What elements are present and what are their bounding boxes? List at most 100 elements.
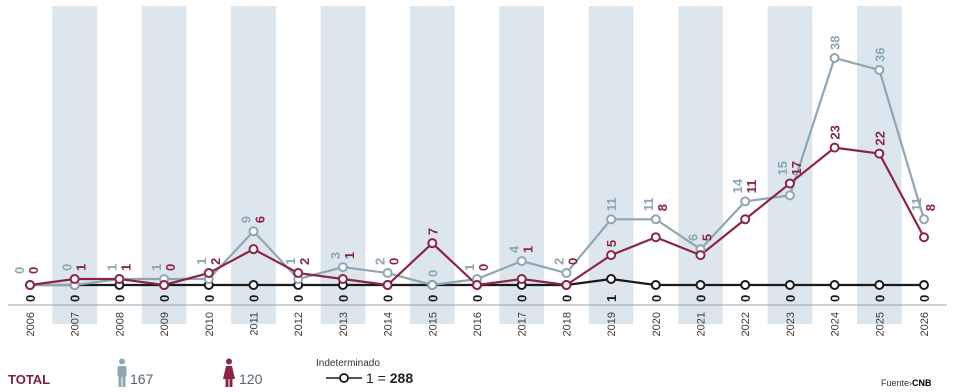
x-tick-label: 2020 [651,312,663,336]
female-value-label: 17 [789,161,804,175]
female-value-label: 23 [828,125,843,139]
undetermined-data-point [740,280,751,290]
male-data-point [337,262,348,273]
male-value-label: 1 [462,264,477,271]
female-data-point [293,268,304,279]
female-figure-icon [223,358,235,387]
female-data-point [561,280,572,290]
female-data-point [650,232,661,243]
female-data-point [919,232,929,243]
female-data-point [472,280,482,290]
female-value-label: 7 [425,228,440,235]
female-value-label: 2 [297,258,312,265]
male-figure-icon [117,358,127,387]
female-data-point [114,274,125,285]
undetermined-value-label: 0 [23,295,38,302]
female-value-label: 1 [521,246,536,253]
female-value-label: 1 [118,264,133,271]
female-value-label: 1 [74,264,89,271]
male-value-label: 6 [686,234,701,241]
x-tick-label: 2017 [517,312,529,336]
undetermined-data-point [874,280,885,290]
female-data-point [874,148,885,159]
undetermined-data-point [606,274,617,285]
x-tick-label: 2024 [830,312,842,336]
male-data-point [829,53,840,63]
x-tick-labels: 2006 2007 2008 2009 2010 2011 2012 2013 2014 2015… [25,312,931,336]
x-tick-label: 2018 [561,312,573,336]
x-tick-label: 2013 [338,312,350,336]
x-tick-label: 2012 [293,312,305,336]
female-data-point [829,142,840,153]
x-tick-label: 2014 [383,312,395,336]
male-value-label: 1 [149,264,164,271]
male-value-label: 4 [507,245,522,253]
male-value-label: 15 [775,161,790,175]
male-data-point [382,268,393,279]
female-value-label: 1 [342,252,357,259]
male-value-label: 14 [730,178,745,193]
year-band [588,6,634,324]
source-credit: Fuente›CNB [881,378,932,388]
undetermined-data-point [695,280,706,290]
male-data-point [427,280,438,290]
female-value-label: 0 [163,264,178,271]
undetermined-value-label: 0 [247,295,262,302]
female-data-point [382,280,393,290]
x-tick-label: 2016 [472,312,484,336]
male-data-point [784,190,795,201]
source-prefix: Fuente [881,378,910,388]
undetermined-value-label: 0 [738,295,753,302]
x-tick-label: 2021 [696,312,708,336]
female-value-label: 5 [604,240,619,247]
female-value-label: 11 [744,180,759,194]
year-band [678,6,723,324]
undetermined-value-label: 0 [202,295,217,302]
male-value-label: 2 [373,258,388,265]
female-value-label: 8 [923,204,938,211]
male-value-label: 11 [604,198,619,212]
male-value-label: 3 [328,252,343,259]
year-band [499,6,545,324]
male-value-label: 11 [909,198,924,212]
female-data-point [427,238,438,249]
undetermined-value-label: 0 [515,295,530,302]
undetermined-line-icon [326,373,362,383]
male-value-label: 38 [828,36,843,50]
year-band [231,6,276,324]
female-value-label: 22 [872,131,887,145]
female-value-label: 0 [565,258,580,265]
undetermined-data-point [784,280,795,290]
x-tick-label: 2019 [606,312,618,336]
undetermined-value-label: 0 [425,295,440,302]
male-data-point [516,256,527,267]
undetermined-data-point [650,280,661,290]
undetermined-data-point [248,280,259,290]
female-data-point [784,178,795,189]
male-data-point [248,226,259,237]
female-data-point [25,280,35,290]
undetermined-prefix: 1 = [366,370,386,386]
total-label: TOTAL [8,372,51,387]
undetermined-value-label: 0 [291,295,306,302]
female-data-point [740,214,751,225]
male-value-label: 9 [239,216,254,223]
male-data-point [740,196,751,207]
x-tick-label: 2023 [785,312,797,336]
undetermined-value-label: 0 [336,295,351,302]
male-data-point [606,214,617,225]
source-name: CNB [912,378,932,388]
source-arrow-icon: › [909,378,913,388]
male-value-label: 0 [12,267,27,274]
x-tick-label: 2025 [874,312,886,336]
year-band [767,6,813,324]
male-value-label: 0 [425,270,440,277]
undetermined-value-label: 0 [470,295,485,302]
male-data-point [874,64,885,75]
male-value-label: 2 [551,258,566,265]
female-data-point [69,274,80,285]
female-data-point [248,244,259,255]
male-value-label: 0 [60,264,75,271]
undetermined-value-label: 0 [559,295,574,302]
year-band [141,6,187,324]
